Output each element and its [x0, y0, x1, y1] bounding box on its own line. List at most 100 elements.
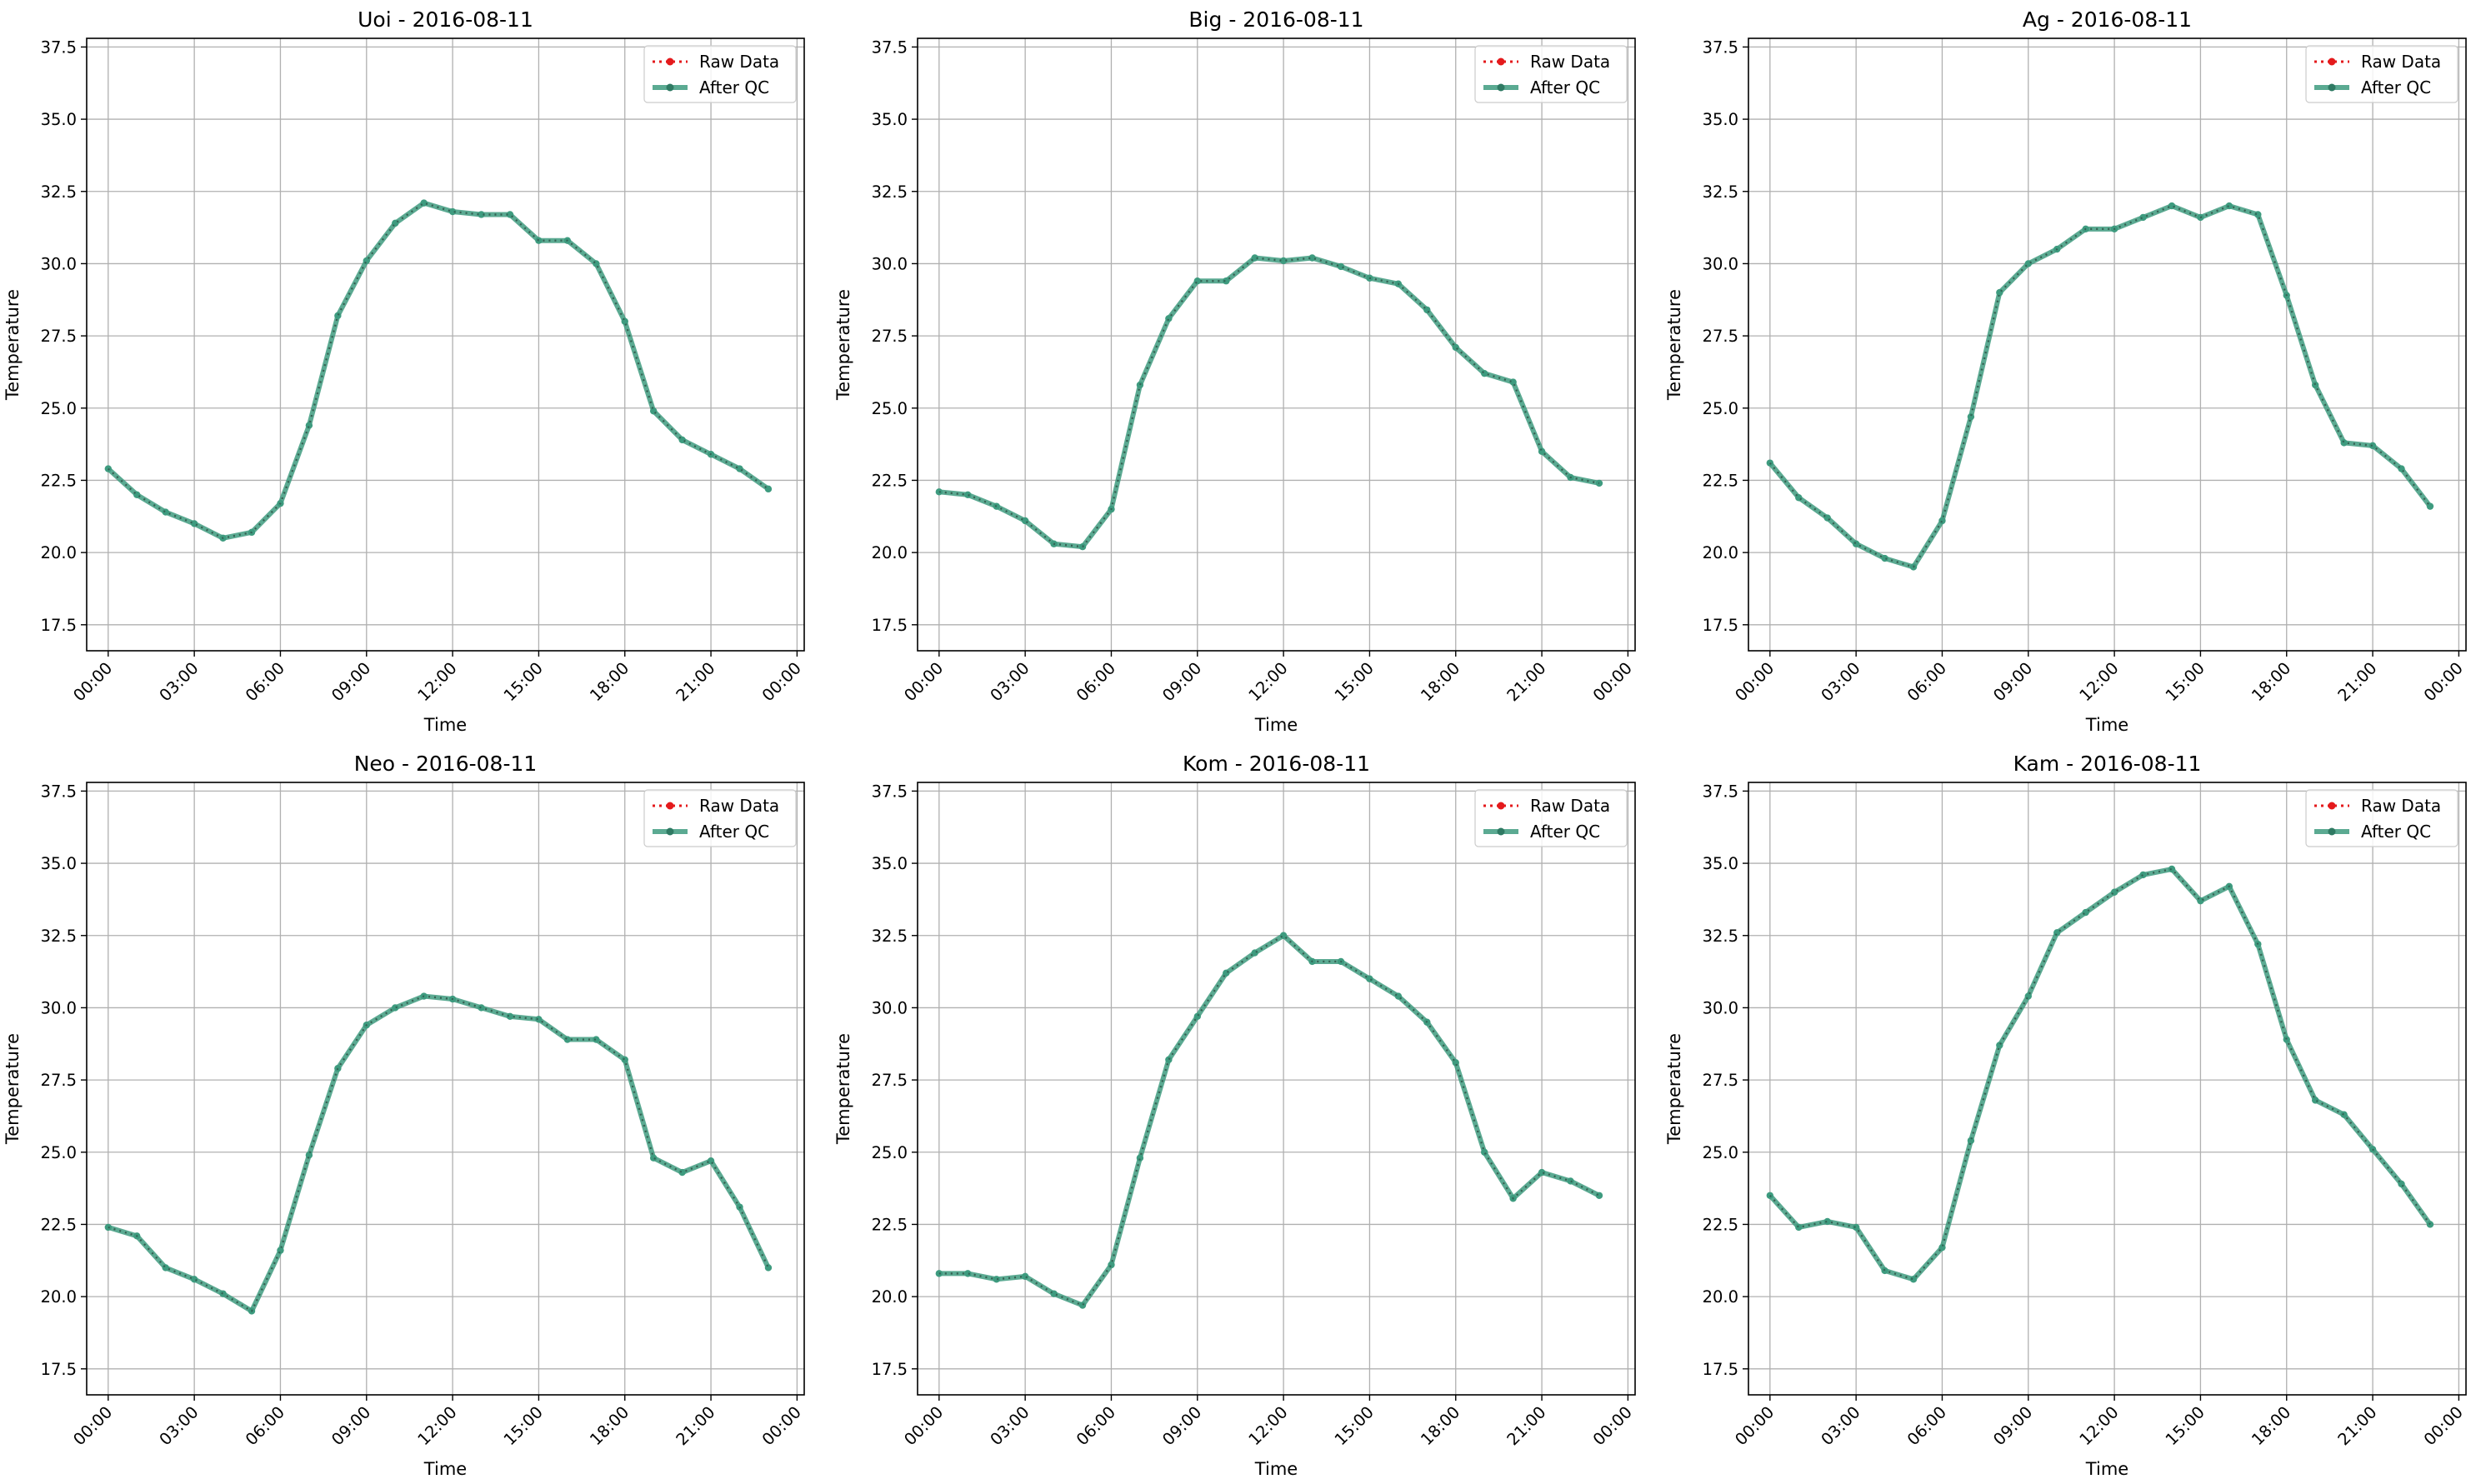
after-qc-point — [535, 1016, 543, 1023]
x-tick-label: 00:00 — [1731, 658, 1778, 705]
x-tick-label: 06:00 — [1073, 658, 1119, 705]
x-tick-label: 06:00 — [1903, 1402, 1950, 1449]
chart-panel-6: 00:00 03:00 06:00 09:00 12:00 15:00 18:00 21:00… — [1664, 752, 2467, 1479]
x-tick-label: 09:00 — [1158, 658, 1205, 705]
after-qc-point — [2368, 442, 2377, 450]
after-qc-point — [1279, 257, 1288, 265]
x-tick-label: 06:00 — [1073, 1402, 1119, 1449]
chart-panel-1: 00:00 03:00 06:00 09:00 12:00 15:00 18:00 21:00… — [3, 7, 805, 735]
x-tick-label: 06:00 — [1903, 658, 1950, 705]
x-axis-label: Time — [1254, 715, 1298, 735]
overlap-dotted-line — [1769, 867, 2431, 1281]
after-qc-point — [1251, 254, 1258, 262]
after-qc-point — [478, 211, 485, 218]
overlap-dotted-line — [938, 934, 1600, 1307]
series-line-after-qc — [107, 993, 771, 1314]
after-qc-point — [649, 1154, 658, 1162]
x-tick-label: 15:00 — [500, 658, 547, 705]
axes-frame — [1748, 782, 2467, 1396]
after-qc-point — [993, 1276, 1000, 1283]
after-qc-point — [1538, 447, 1546, 455]
y-tick-label: 22.5 — [1703, 471, 1738, 490]
y-tick-label: 27.5 — [1703, 327, 1738, 346]
legend-raw-marker — [1497, 57, 1505, 66]
x-tick-label: 21:00 — [673, 1402, 719, 1449]
y-tick-label: 32.5 — [1703, 182, 1738, 202]
after-qc-point — [1938, 1243, 1946, 1252]
y-axis-label: Temperature — [833, 289, 853, 401]
x-axis-label: Time — [2085, 1459, 2128, 1479]
after-qc-point — [1136, 381, 1144, 389]
after-qc-point — [2311, 1097, 2319, 1104]
x-tick-label: 18:00 — [586, 1402, 633, 1449]
y-tick-label: 35.0 — [41, 854, 77, 873]
x-tick-label: 15:00 — [1331, 1402, 1378, 1449]
y-tick-label: 30.0 — [41, 254, 77, 273]
x-tick-label: 18:00 — [586, 658, 633, 705]
after-qc-point — [305, 422, 313, 429]
chart-title: Kam - 2016-08-11 — [2013, 752, 2202, 776]
y-tick-label: 35.0 — [1703, 854, 1738, 873]
y-axis-label: Temperature — [833, 1033, 853, 1145]
y-axis-label: Temperature — [3, 289, 23, 401]
y-tick-label: 37.5 — [872, 37, 908, 57]
legend-qc-marker — [1497, 827, 1505, 836]
x-tick-label: 03:00 — [1818, 1402, 1864, 1449]
after-qc-point — [506, 1012, 514, 1021]
y-tick-label: 27.5 — [41, 1071, 77, 1090]
y-tick-label: 25.0 — [41, 1143, 77, 1162]
x-tick-label: 18:00 — [2248, 658, 2294, 705]
y-tick-label: 30.0 — [1703, 254, 1738, 273]
y-tick-label: 17.5 — [872, 616, 908, 635]
after-qc-point — [1480, 369, 1488, 377]
legend-qc-marker — [2328, 827, 2336, 836]
series-line-raw-data — [1768, 867, 2431, 1281]
x-tick-label: 15:00 — [500, 1402, 547, 1449]
y-tick-label: 17.5 — [872, 1360, 908, 1379]
x-tick-label: 00:00 — [1589, 1402, 1636, 1449]
y-tick-label: 20.0 — [41, 543, 77, 562]
x-tick-label: 09:00 — [1989, 658, 2036, 705]
after-qc-point — [593, 1036, 600, 1043]
after-qc-point — [1823, 1217, 1831, 1226]
after-qc-point — [2340, 1111, 2348, 1118]
after-qc-point — [104, 1223, 113, 1232]
after-qc-point — [2168, 202, 2176, 210]
legend-qc-marker — [2328, 83, 2336, 92]
after-qc-point — [1795, 1223, 1803, 1232]
x-tick-label: 00:00 — [1589, 658, 1636, 705]
after-qc-point — [964, 1270, 972, 1277]
x-tick-label: 00:00 — [2420, 1402, 2467, 1449]
series-line-after-qc — [938, 255, 1600, 550]
series-line-after-qc — [1768, 203, 2433, 570]
x-tick-label: 03:00 — [156, 1402, 203, 1449]
x-tick-label: 00:00 — [900, 658, 947, 705]
y-tick-label: 20.0 — [1703, 1287, 1738, 1307]
after-qc-point — [1967, 1137, 1975, 1145]
x-tick-label: 06:00 — [242, 1402, 288, 1449]
y-tick-label: 17.5 — [1703, 616, 1738, 635]
series-line-after-qc — [106, 200, 770, 541]
after-qc-point — [1337, 262, 1345, 271]
axes-frame — [86, 37, 805, 652]
legend-qc-label: After QC — [2361, 822, 2431, 842]
x-tick-label: 03:00 — [156, 658, 203, 705]
y-tick-label: 30.0 — [872, 254, 908, 273]
y-tick-label: 35.0 — [41, 110, 77, 129]
y-tick-label: 20.0 — [1703, 543, 1738, 562]
x-tick-label: 03:00 — [987, 658, 1033, 705]
x-tick-label: 00:00 — [758, 1402, 805, 1449]
chart-title: Uoi - 2016-08-11 — [358, 7, 533, 32]
after-qc-point — [1938, 517, 1946, 525]
legend: Raw Data After QC — [1474, 45, 1628, 103]
legend-raw-marker — [2328, 802, 2336, 810]
x-tick-label: 21:00 — [2334, 658, 2381, 705]
series-line-after-qc — [938, 932, 1601, 1308]
after-qc-point — [764, 1264, 773, 1272]
y-tick-label: 17.5 — [1703, 1360, 1738, 1379]
after-qc-point — [1480, 1148, 1488, 1156]
y-tick-label: 25.0 — [41, 399, 77, 418]
legend-raw-marker — [666, 57, 674, 66]
after-qc-point — [190, 520, 198, 527]
x-tick-label: 18:00 — [1417, 658, 1463, 705]
